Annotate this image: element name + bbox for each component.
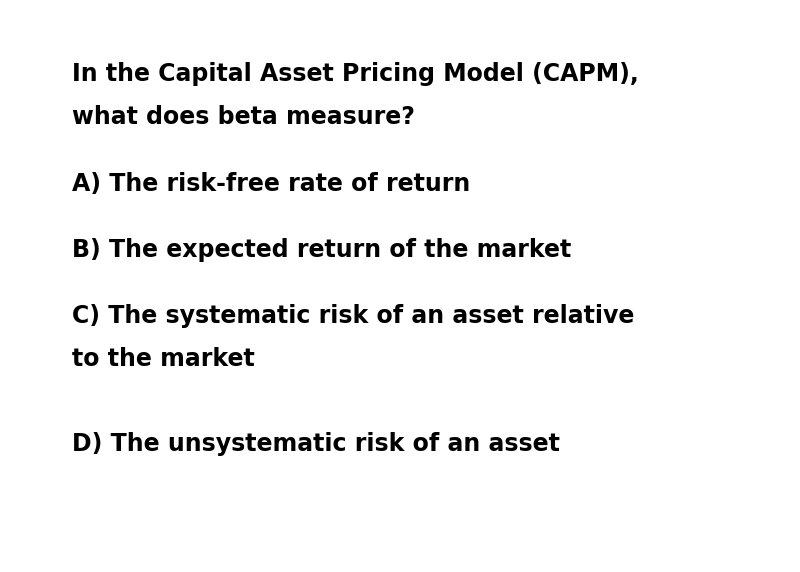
Text: what does beta measure?: what does beta measure? [72, 105, 415, 129]
Text: to the market: to the market [72, 347, 254, 371]
Text: A) The risk-free rate of return: A) The risk-free rate of return [72, 172, 470, 196]
Text: C) The systematic risk of an asset relative: C) The systematic risk of an asset relat… [72, 304, 634, 328]
Text: B) The expected return of the market: B) The expected return of the market [72, 238, 571, 262]
Text: D) The unsystematic risk of an asset: D) The unsystematic risk of an asset [72, 432, 560, 456]
Text: In the Capital Asset Pricing Model (CAPM),: In the Capital Asset Pricing Model (CAPM… [72, 62, 638, 86]
